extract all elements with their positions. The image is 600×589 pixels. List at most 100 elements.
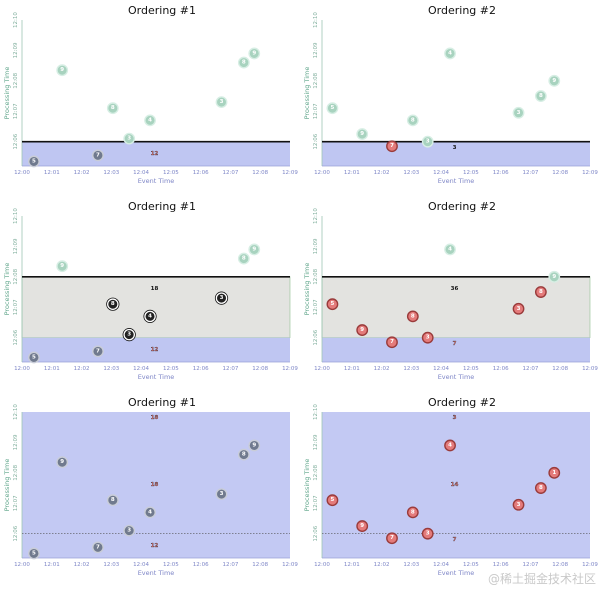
point-marker xyxy=(386,532,398,545)
data-point: 8 xyxy=(106,297,120,311)
x-tick-label: 12:08 xyxy=(252,562,268,568)
y-axis-label: Processing Time xyxy=(303,67,311,120)
point-marker xyxy=(326,102,339,115)
data-point: 7 xyxy=(386,140,398,153)
point-label: 5 xyxy=(331,497,335,503)
point-label: 4 xyxy=(148,117,152,123)
x-tick-label: 12:08 xyxy=(252,170,268,176)
chart-title: Ordering #1 xyxy=(128,396,196,409)
point-label: 1 xyxy=(552,470,556,476)
point-marker xyxy=(123,132,136,145)
chart-panel: 12:00 12:01 12:02 12:03 12:04 12:05 12:06 12:07… xyxy=(300,0,600,196)
point-label: 9 xyxy=(60,263,64,269)
point-label: 5 xyxy=(331,301,335,307)
point-label: 8 xyxy=(411,117,415,123)
point-marker xyxy=(406,310,419,323)
x-tick-label: 12:01 xyxy=(44,562,60,568)
point-label: 18 xyxy=(151,286,159,292)
point-label: 7 xyxy=(390,339,394,345)
x-tick-label: 12:06 xyxy=(493,366,509,372)
data-point: 4 xyxy=(144,506,156,519)
point-label: 4 xyxy=(448,50,452,56)
chart-title: Ordering #2 xyxy=(428,4,496,17)
point-marker xyxy=(248,439,261,452)
x-tick-label: 12:06 xyxy=(193,170,209,176)
y-axis-label: Processing Time xyxy=(303,263,311,316)
shade-committed xyxy=(322,141,590,166)
point-marker xyxy=(248,47,261,60)
chart-panel: 12:00 12:01 12:02 12:03 12:04 12:05 12:06 12:07… xyxy=(300,196,600,392)
data-point: 8 xyxy=(106,102,119,115)
point-label: 9 xyxy=(252,246,256,252)
point-label: 4 xyxy=(448,246,452,252)
x-tick-label: 12:04 xyxy=(133,366,149,372)
point-label: 8 xyxy=(242,60,246,66)
x-axis-label: Event Time xyxy=(438,569,475,577)
point-marker xyxy=(56,260,69,273)
data-point: 12 xyxy=(151,543,159,549)
data-point: 4 xyxy=(143,309,157,323)
point-label: 3 xyxy=(426,531,430,537)
point-label: 14 xyxy=(451,482,459,488)
data-point: 5 xyxy=(326,494,339,507)
y-tick-label: 12:10 xyxy=(13,208,19,224)
chart-title: Ordering #2 xyxy=(428,200,496,213)
point-marker xyxy=(237,252,250,265)
point-label: 8 xyxy=(411,509,415,515)
point-marker xyxy=(534,482,547,494)
point-marker xyxy=(512,498,525,511)
chart-panel: 12:00 12:01 12:02 12:03 12:04 12:05 12:06 12:07… xyxy=(0,392,300,588)
x-tick-label: 12:08 xyxy=(552,366,568,372)
x-tick-label: 12:09 xyxy=(582,366,598,372)
point-ring xyxy=(122,328,136,342)
x-axis-label: Event Time xyxy=(438,373,475,381)
data-point: 14 xyxy=(451,482,459,488)
point-label: 3 xyxy=(127,332,131,338)
data-point: 9 xyxy=(248,439,261,452)
data-point: 9 xyxy=(56,64,69,77)
data-point: 7 xyxy=(92,345,104,358)
y-tick-label: 12:08 xyxy=(313,72,319,88)
point-marker xyxy=(356,520,369,532)
x-tick-label: 12:04 xyxy=(433,562,449,568)
x-tick-label: 12:09 xyxy=(282,562,298,568)
chart-panel: 12:00 12:01 12:02 12:03 12:04 12:05 12:06 12:07… xyxy=(0,196,300,392)
point-label: 3 xyxy=(426,139,430,145)
point-label: 18 xyxy=(151,415,159,421)
x-tick-label: 12:09 xyxy=(282,170,298,176)
point-marker xyxy=(106,494,119,507)
y-tick-label: 12:06 xyxy=(313,133,319,149)
data-point: 3 xyxy=(214,291,229,305)
y-tick-label: 12:10 xyxy=(13,12,19,28)
x-tick-label: 12:06 xyxy=(193,562,209,568)
data-point: 18 xyxy=(151,415,159,421)
point-label: 8 xyxy=(111,497,115,503)
point-marker xyxy=(144,310,156,323)
point-marker xyxy=(548,270,561,283)
point-marker xyxy=(356,324,369,336)
x-tick-label: 12:05 xyxy=(463,562,479,568)
data-point: 8 xyxy=(534,286,547,298)
point-label: 4 xyxy=(148,313,152,319)
watermark-text: @稀土掘金技术社区 xyxy=(487,572,596,586)
point-label: 9 xyxy=(252,50,256,56)
data-point: 9 xyxy=(356,324,369,336)
chart-svg: 12:00 12:01 12:02 12:03 12:04 12:05 12:06 12:07… xyxy=(303,200,598,381)
point-label: 8 xyxy=(539,485,543,491)
point-ring xyxy=(106,297,120,311)
x-tick-label: 12:02 xyxy=(374,366,390,372)
point-label: 4 xyxy=(148,509,152,515)
point-marker xyxy=(534,90,547,102)
point-label: 9 xyxy=(360,131,364,137)
y-tick-label: 12:09 xyxy=(313,42,319,58)
point-label: 3 xyxy=(517,110,521,116)
data-point: 3 xyxy=(215,488,228,501)
point-label: 9 xyxy=(360,523,364,529)
point-label: 3 xyxy=(453,145,457,151)
point-label: 3 xyxy=(517,306,521,312)
y-tick-label: 12:08 xyxy=(313,268,319,284)
x-tick-label: 12:07 xyxy=(523,562,539,568)
x-tick-label: 12:02 xyxy=(74,562,90,568)
data-point: 8 xyxy=(534,482,547,494)
point-marker xyxy=(92,345,104,358)
